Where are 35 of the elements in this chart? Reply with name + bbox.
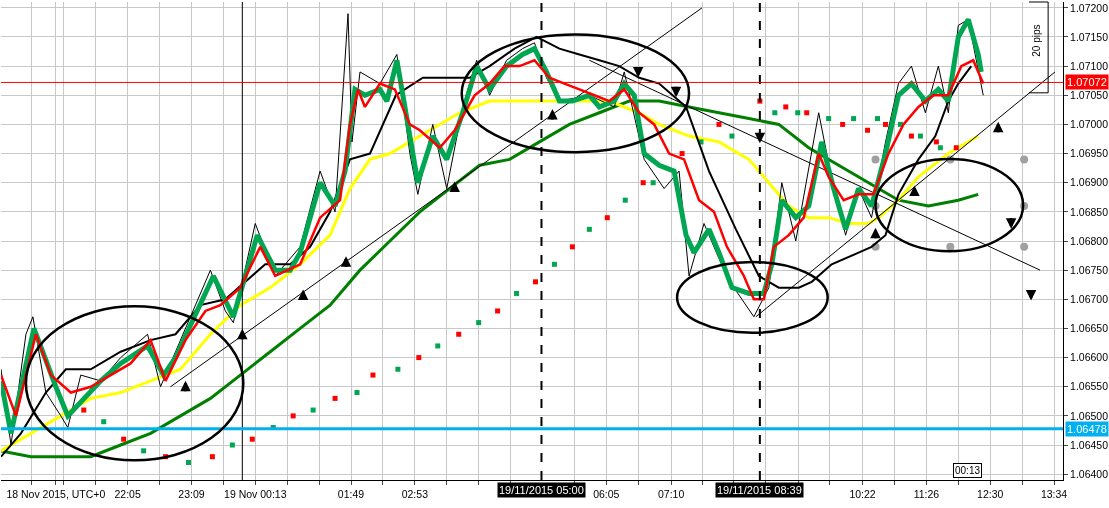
y-tick-label: 1.06850: [1070, 205, 1109, 218]
x-tick-label: 07:10: [657, 487, 685, 500]
annotation: 00:13: [955, 465, 981, 476]
y-tick-label: 1.07100: [1070, 59, 1109, 72]
y-tick-label: 1.06950: [1070, 147, 1109, 160]
x-tick-label: 19 Nov 00:13: [224, 487, 287, 500]
x-tick-label: 13:34: [1040, 487, 1068, 500]
y-tick-label: 1.06900: [1070, 176, 1109, 189]
y-tick-label: 1.06450: [1070, 438, 1109, 451]
x-tick-label: 12:30: [977, 487, 1004, 500]
y-tick-label: 1.06800: [1070, 234, 1109, 247]
y-tick-label: 1.06550: [1070, 380, 1109, 393]
x-tick-label: 02:53: [401, 487, 429, 500]
y-tick-label: 1.06650: [1070, 322, 1109, 335]
y-tick-label: 1.07150: [1070, 30, 1109, 43]
y-tick-label: 1.06400: [1070, 467, 1109, 480]
y-tick-label: 1.07050: [1070, 88, 1109, 101]
x-tick-label: 22:05: [114, 487, 141, 500]
ref-line-label: 19/11/2015 05:00: [499, 484, 584, 496]
annotation: 20 pips: [1031, 24, 1043, 57]
ref-line-label: 1.06478: [1067, 423, 1107, 435]
ref-line-label: 1.07072: [1067, 76, 1107, 88]
y-tick-label: 1.07000: [1070, 118, 1109, 131]
y-tick-label: 1.06700: [1070, 292, 1109, 305]
y-tick-label: 1.06750: [1070, 263, 1109, 276]
x-tick-label: 11:26: [913, 487, 940, 500]
x-tick-label: 06:05: [593, 487, 620, 500]
x-tick-label: 01:49: [337, 487, 365, 500]
x-tick-label: 18 Nov 2015, UTC+0: [6, 487, 106, 500]
y-tick-label: 1.06500: [1070, 409, 1109, 422]
x-tick-label: 23:09: [178, 487, 205, 500]
y-tick-label: 1.06600: [1070, 351, 1109, 364]
x-tick-label: 10:22: [849, 487, 876, 500]
y-tick-label: 1.07200: [1070, 1, 1109, 14]
ref-line-label: 19/11/2015 08:39: [717, 484, 802, 496]
